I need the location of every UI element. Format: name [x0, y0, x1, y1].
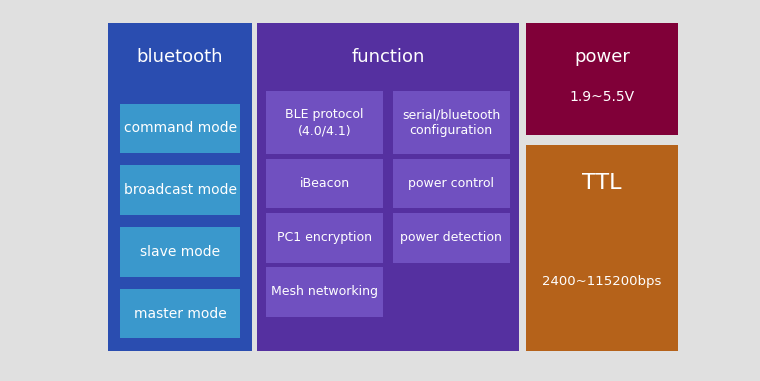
FancyBboxPatch shape	[526, 145, 678, 351]
FancyBboxPatch shape	[526, 23, 678, 135]
FancyBboxPatch shape	[392, 159, 510, 208]
FancyBboxPatch shape	[266, 159, 383, 208]
FancyBboxPatch shape	[108, 23, 252, 351]
Text: master mode: master mode	[134, 307, 226, 320]
FancyBboxPatch shape	[120, 289, 240, 338]
Text: power detection: power detection	[401, 231, 502, 244]
Text: slave mode: slave mode	[140, 245, 220, 259]
Text: power: power	[574, 48, 630, 66]
Text: 1.9~5.5V: 1.9~5.5V	[569, 90, 635, 104]
Text: command mode: command mode	[124, 122, 236, 135]
Text: BLE protocol
(4.0/4.1): BLE protocol (4.0/4.1)	[286, 108, 364, 138]
Text: serial/bluetooth
configuration: serial/bluetooth configuration	[402, 108, 500, 138]
FancyBboxPatch shape	[266, 91, 383, 154]
FancyBboxPatch shape	[266, 213, 383, 263]
Text: iBeacon: iBeacon	[299, 177, 350, 190]
Text: function: function	[351, 48, 425, 66]
FancyBboxPatch shape	[120, 227, 240, 277]
FancyBboxPatch shape	[120, 104, 240, 153]
FancyBboxPatch shape	[120, 165, 240, 215]
Text: power control: power control	[408, 177, 494, 190]
FancyBboxPatch shape	[392, 91, 510, 154]
Text: broadcast mode: broadcast mode	[124, 183, 236, 197]
Text: PC1 encryption: PC1 encryption	[277, 231, 372, 244]
Text: Mesh networking: Mesh networking	[271, 285, 378, 298]
FancyBboxPatch shape	[392, 213, 510, 263]
Text: bluetooth: bluetooth	[137, 48, 223, 66]
Text: TTL: TTL	[582, 173, 622, 193]
FancyBboxPatch shape	[266, 267, 383, 317]
Text: 2400~115200bps: 2400~115200bps	[542, 275, 662, 288]
FancyBboxPatch shape	[257, 23, 519, 351]
